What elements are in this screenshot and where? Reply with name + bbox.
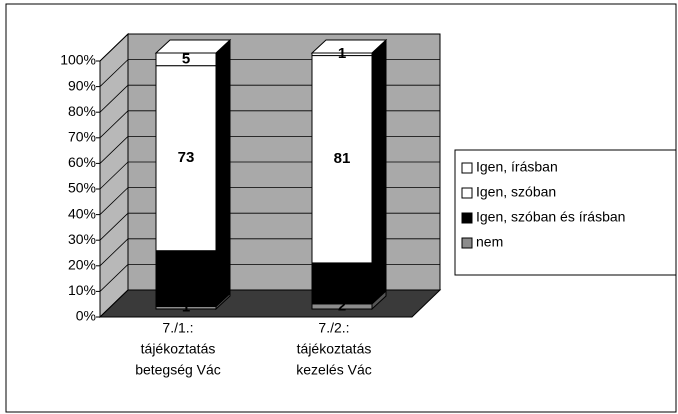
value-label: 1 xyxy=(182,299,190,316)
y-tick-label: 60% xyxy=(68,154,96,170)
y-tick-label: 100% xyxy=(60,52,96,68)
y-tick-label: 10% xyxy=(68,282,96,298)
bar-side xyxy=(215,51,231,252)
value-label: 16 xyxy=(334,274,351,291)
x-tick-label: 7./2.: xyxy=(318,320,349,336)
legend-swatch xyxy=(461,187,473,199)
value-label: 2 xyxy=(338,297,346,314)
legend-label: Igen, szóban és írásban xyxy=(476,209,625,225)
value-label: 81 xyxy=(334,150,351,167)
legend-box xyxy=(454,149,677,276)
y-tick-label: 20% xyxy=(68,257,96,273)
bar xyxy=(311,262,373,305)
y-tick-label: 40% xyxy=(68,205,96,221)
bar-top xyxy=(310,39,388,54)
x-tick-label: 7./1.: xyxy=(162,320,193,336)
value-label: 5 xyxy=(182,50,190,67)
value-label: 1 xyxy=(338,45,346,62)
legend-label: Igen, szóban xyxy=(476,184,556,200)
grid-line xyxy=(99,33,440,62)
value-label: 22 xyxy=(178,270,195,287)
bar xyxy=(155,65,217,252)
legend-label: nem xyxy=(476,234,503,250)
legend-swatch xyxy=(461,237,473,249)
y-tick-label: 50% xyxy=(68,180,96,196)
bar-side xyxy=(371,41,387,265)
legend-swatch xyxy=(461,212,473,224)
bar-top xyxy=(154,39,232,54)
floor xyxy=(98,289,442,318)
y-tick-label: 80% xyxy=(68,103,96,119)
bar xyxy=(155,250,217,307)
legend-label: Igen, írásban xyxy=(476,159,558,175)
y-tick-label: 90% xyxy=(68,77,96,93)
value-label: 73 xyxy=(178,149,195,166)
bar xyxy=(311,55,373,264)
legend-swatch xyxy=(461,162,473,174)
y-tick-label: 30% xyxy=(68,231,96,247)
x-tick-label: tájékoztatás xyxy=(297,341,372,357)
y-tick-label: 0% xyxy=(76,308,96,324)
x-tick-label: tájékoztatás xyxy=(141,341,216,357)
x-tick-label: kezelés Vác xyxy=(296,362,371,378)
y-tick-label: 70% xyxy=(68,129,96,145)
x-tick-label: betegség Vác xyxy=(135,362,221,378)
